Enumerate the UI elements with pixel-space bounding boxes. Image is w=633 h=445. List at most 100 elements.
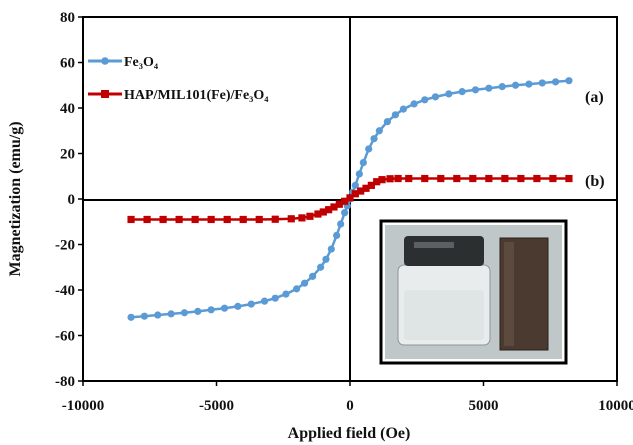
y-axis-title: Magnetization (emu/g) — [7, 121, 24, 276]
data-point — [370, 135, 378, 143]
data-point — [405, 174, 413, 183]
data-point — [357, 187, 365, 195]
x-tick-label: 0 — [346, 398, 354, 414]
data-point — [458, 88, 466, 96]
x-axis-title: Applied field (Oe) — [288, 425, 411, 442]
data-point — [549, 174, 557, 183]
x-tick-label: 5000 — [469, 398, 499, 414]
data-point — [525, 80, 533, 88]
data-point — [180, 309, 189, 317]
data-point — [517, 174, 525, 183]
data-point — [330, 203, 338, 211]
data-point — [159, 215, 167, 224]
data-point — [341, 209, 349, 217]
data-point — [565, 174, 573, 183]
y-tick-label: -60 — [55, 329, 75, 345]
data-point — [143, 215, 151, 224]
data-point — [351, 181, 359, 189]
x-tick-label: 10000 — [598, 398, 633, 414]
legend-item-fe3o4: Fe₃O₄ — [88, 55, 159, 70]
plot-frame — [82, 16, 618, 382]
legend-label-hap-mil101-fe3o4: HAP/MIL101(Fe)/Fe₃O₄ — [124, 88, 269, 103]
data-point — [431, 93, 440, 101]
data-point — [359, 159, 367, 167]
data-point — [154, 311, 162, 319]
y-tick-label: 40 — [60, 101, 75, 117]
data-point — [309, 272, 317, 280]
data-point — [394, 174, 402, 183]
data-point — [337, 220, 345, 228]
legend-swatch-marker-fe3o4 — [101, 57, 109, 65]
data-point — [391, 111, 399, 119]
data-point — [322, 255, 330, 263]
inset-photo — [379, 219, 568, 365]
vial-cap — [404, 236, 484, 266]
data-point — [333, 231, 341, 239]
data-point — [471, 86, 480, 94]
data-point — [220, 304, 229, 312]
data-point — [271, 215, 279, 223]
data-point — [255, 215, 263, 224]
data-point — [319, 208, 327, 216]
series-layer — [127, 77, 573, 321]
data-point — [551, 78, 560, 86]
data-point — [346, 194, 354, 202]
data-point — [271, 294, 279, 302]
data-point — [314, 210, 322, 218]
data-point — [194, 307, 202, 315]
data-point — [341, 197, 349, 205]
data-point — [538, 79, 546, 87]
data-point — [317, 263, 325, 271]
data-point — [351, 190, 359, 198]
data-point — [287, 215, 295, 223]
y-tick-label: 0 — [68, 192, 76, 208]
data-point — [298, 214, 306, 222]
y-tick-label: -80 — [55, 374, 75, 390]
data-point — [293, 285, 301, 293]
legend-item-hap-mil101-fe3o4: HAP/MIL101(Fe)/Fe₃O₄ — [88, 88, 269, 103]
data-point — [260, 297, 269, 305]
data-point — [373, 178, 381, 186]
data-point — [421, 96, 429, 104]
series-hap-mil101-fe3o4 — [127, 174, 573, 224]
data-point — [437, 174, 445, 183]
data-point — [223, 215, 231, 224]
data-point — [399, 105, 407, 113]
data-point — [301, 279, 309, 287]
data-point — [485, 174, 493, 183]
data-point — [445, 90, 453, 98]
data-point — [355, 170, 363, 178]
magnet-shade — [504, 242, 514, 346]
data-point — [485, 84, 493, 92]
data-point — [327, 245, 335, 253]
data-point — [325, 206, 333, 214]
y-tick-label: 60 — [60, 56, 75, 72]
data-point — [167, 310, 175, 318]
data-point — [367, 181, 375, 189]
data-point — [191, 215, 199, 224]
data-point — [239, 215, 247, 224]
data-point — [498, 83, 506, 91]
data-point — [127, 313, 135, 321]
data-point — [306, 212, 314, 220]
data-point — [501, 174, 509, 183]
y-tick-label: -20 — [55, 238, 75, 254]
vial-liquid — [404, 290, 484, 340]
data-point — [365, 145, 373, 153]
data-point — [207, 215, 215, 224]
y-tick-label: 80 — [60, 10, 75, 26]
data-point — [511, 81, 520, 89]
data-point — [533, 174, 541, 183]
data-point — [140, 312, 149, 320]
data-point — [362, 184, 370, 192]
curve-label-a: (a) — [585, 89, 604, 106]
data-point — [207, 306, 215, 314]
data-point — [247, 300, 255, 308]
data-point — [565, 77, 573, 85]
vial-cap-highlight — [414, 242, 454, 248]
x-tick-label: -5000 — [199, 398, 234, 414]
data-point — [282, 290, 290, 298]
data-point — [175, 215, 183, 224]
data-point — [234, 302, 242, 310]
